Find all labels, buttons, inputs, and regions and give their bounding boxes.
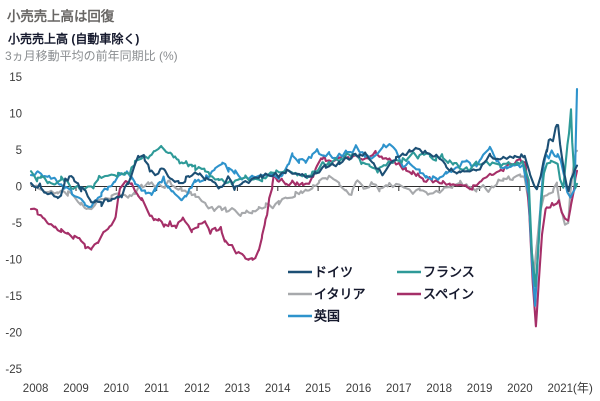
svg-text:2021: 2021 <box>548 383 574 395</box>
svg-text:2014: 2014 <box>265 383 291 395</box>
svg-text:2013: 2013 <box>225 383 251 395</box>
svg-text:2010: 2010 <box>104 383 130 395</box>
svg-text:スペイン: スペイン <box>423 287 474 302</box>
svg-text:ドイツ: ドイツ <box>314 265 353 280</box>
svg-text:-25: -25 <box>5 364 22 376</box>
svg-text:0: 0 <box>16 182 22 194</box>
svg-text:イタリア: イタリア <box>314 287 365 302</box>
svg-text:(年): (年) <box>573 381 593 395</box>
svg-text:-10: -10 <box>5 255 22 267</box>
svg-text:2019: 2019 <box>467 383 493 395</box>
svg-text:15: 15 <box>9 72 22 84</box>
svg-text:2008: 2008 <box>23 383 49 395</box>
svg-text:2018: 2018 <box>426 383 452 395</box>
svg-text:フランス: フランス <box>423 265 475 280</box>
svg-text:2015: 2015 <box>305 383 331 395</box>
svg-text:-15: -15 <box>5 291 22 303</box>
svg-text:2020: 2020 <box>507 383 533 395</box>
svg-text:10: 10 <box>9 109 22 121</box>
svg-text:2017: 2017 <box>386 383 412 395</box>
svg-text:5: 5 <box>16 145 22 157</box>
svg-text:2016: 2016 <box>346 383 372 395</box>
svg-text:2011: 2011 <box>144 383 169 395</box>
svg-text:2009: 2009 <box>63 383 89 395</box>
svg-text:-20: -20 <box>5 328 22 340</box>
svg-text:2012: 2012 <box>184 383 210 395</box>
svg-text:-5: -5 <box>12 218 22 230</box>
svg-text:英国: 英国 <box>313 309 340 324</box>
